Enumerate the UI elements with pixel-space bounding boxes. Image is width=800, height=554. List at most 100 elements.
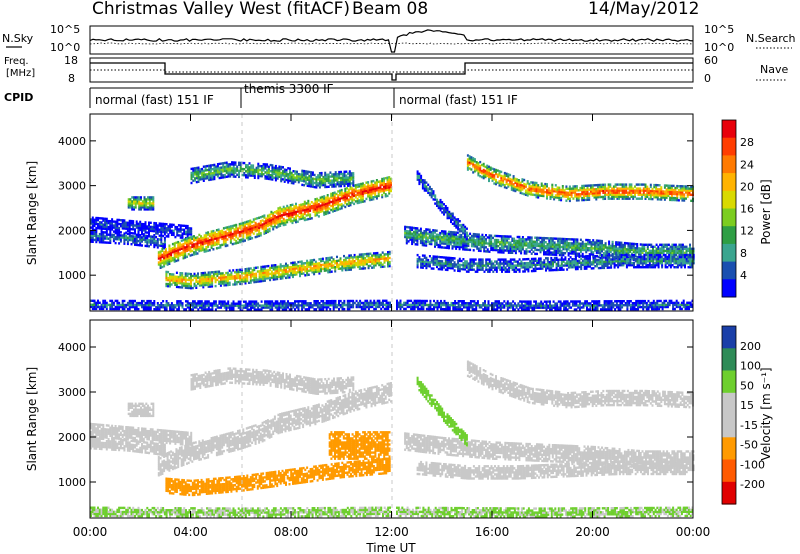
echo-cell — [565, 242, 568, 245]
echo-cell — [690, 199, 693, 202]
echo-cell — [228, 231, 231, 235]
echo-cell — [572, 250, 575, 253]
echo-cell — [681, 195, 684, 198]
echo-cell — [335, 198, 338, 202]
echo-cell — [576, 242, 579, 245]
echo-cell — [176, 234, 179, 237]
echo-cell — [178, 248, 181, 251]
echo-cell — [254, 235, 257, 239]
echo-cell — [156, 238, 159, 241]
echo-cell — [630, 242, 633, 245]
echo-cell — [493, 246, 496, 250]
echo-cell — [437, 245, 440, 249]
echo-cell — [171, 247, 174, 250]
echo-cell — [311, 181, 314, 184]
echo-cell — [212, 273, 215, 276]
echo-cell — [618, 187, 621, 190]
echo-cell — [114, 237, 117, 241]
echo-cell — [641, 197, 643, 200]
echo-cell — [563, 191, 566, 194]
echo-cell — [453, 239, 456, 242]
echo-cell — [255, 274, 258, 277]
echo-cell — [432, 237, 435, 240]
echo-cell — [502, 175, 505, 178]
echo-cell — [143, 200, 146, 203]
echo-cell — [491, 167, 494, 170]
echo-cell — [564, 241, 567, 245]
echo-cell — [486, 236, 489, 239]
echo-cell — [229, 235, 232, 238]
echo-cell — [226, 234, 229, 237]
echo-cell — [344, 199, 347, 203]
echo-cell — [288, 274, 291, 277]
echo-cell — [158, 228, 161, 231]
echo-cell — [685, 247, 688, 250]
echo-cell — [569, 244, 572, 247]
echo-cell — [622, 251, 625, 255]
echo-cell — [246, 277, 249, 281]
echo-cell — [530, 240, 533, 243]
echo-cell — [616, 191, 619, 194]
echo-cell — [141, 204, 144, 207]
echo-cell — [204, 279, 207, 283]
echo-cell — [166, 251, 169, 254]
echo-cell — [358, 265, 361, 268]
echo-cell — [650, 251, 653, 255]
echo-cell — [151, 241, 154, 244]
echo-cell — [303, 180, 306, 183]
echo-cell — [551, 185, 554, 189]
echo-cell — [183, 224, 186, 227]
echo-cell — [269, 268, 272, 272]
echo-cell — [144, 236, 147, 240]
echo-cell — [144, 221, 147, 224]
echo-cell — [306, 184, 309, 187]
echo-cell — [428, 232, 431, 236]
echo-cell — [190, 167, 193, 171]
echo-cell — [304, 178, 307, 181]
echo-cell — [281, 271, 284, 274]
echo-cell — [509, 247, 512, 250]
echo-cell — [273, 217, 276, 220]
echo-cell — [112, 235, 115, 239]
echo-cell — [626, 197, 629, 200]
echo-cell — [358, 199, 361, 202]
echo-cell — [361, 184, 364, 187]
echo-cell — [472, 163, 475, 166]
echo-cell — [255, 280, 258, 284]
echo-cell — [541, 242, 544, 246]
echo-cell — [97, 218, 99, 222]
echo-cell — [121, 219, 124, 222]
echo-cell — [588, 247, 591, 250]
echo-cell — [572, 248, 575, 251]
echo-cell — [185, 226, 187, 230]
echo-cell — [505, 174, 508, 177]
echo-cell — [646, 245, 649, 248]
echo-cell — [300, 266, 303, 269]
echo-cell — [485, 238, 487, 241]
echo-cell — [453, 231, 456, 234]
echo-cell — [460, 239, 463, 243]
echo-cell — [506, 249, 509, 252]
echo-cell — [157, 263, 160, 266]
echo-cell — [411, 240, 414, 243]
echo-cell — [365, 191, 368, 194]
echo-cell — [211, 174, 214, 177]
echo-cell — [669, 186, 672, 189]
echo-cell — [376, 251, 379, 255]
echo-cell — [531, 183, 534, 186]
echo-cell — [504, 235, 507, 238]
echo-cell — [553, 198, 556, 201]
echo-cell — [588, 243, 591, 246]
echo-cell — [602, 252, 605, 255]
echo-cell — [162, 228, 165, 232]
echo-cell — [243, 172, 246, 175]
echo-cell — [193, 284, 196, 288]
echo-cell — [256, 266, 259, 269]
echo-cell — [186, 274, 189, 277]
echo-cell — [558, 251, 561, 255]
echo-cell — [599, 247, 602, 251]
echo-cell — [546, 247, 549, 250]
echo-cell — [364, 263, 367, 266]
echo-cell — [627, 246, 630, 249]
echo-cell — [561, 195, 564, 198]
